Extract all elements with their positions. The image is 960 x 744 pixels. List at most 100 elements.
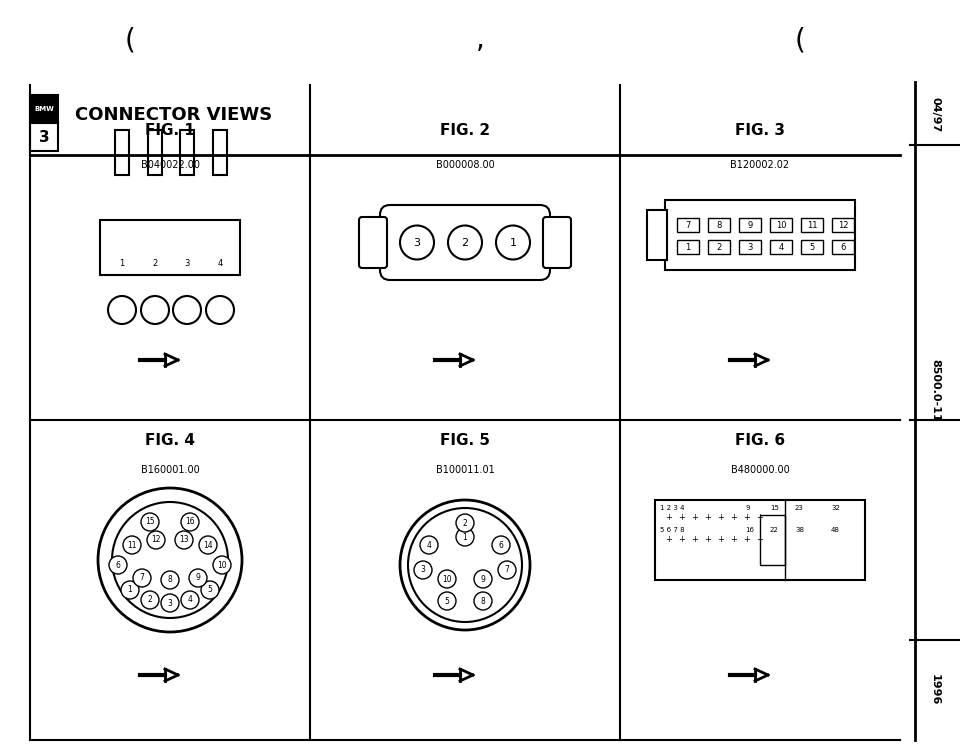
Text: +: + (717, 536, 725, 545)
Bar (30, 95, 58, 123)
Text: B120002.02: B120002.02 (731, 160, 789, 170)
Text: BMW: BMW (34, 106, 54, 112)
Bar (647, 210, 667, 260)
Text: 5: 5 (809, 243, 815, 251)
Text: 48: 48 (831, 527, 840, 533)
Text: 1: 1 (119, 258, 125, 268)
Circle shape (147, 531, 165, 549)
Text: 5: 5 (444, 597, 449, 606)
Bar (832, 240, 854, 254)
Bar (739, 240, 761, 254)
Bar (708, 240, 730, 254)
Circle shape (400, 500, 530, 630)
Text: 10: 10 (217, 560, 227, 569)
Text: 1: 1 (128, 586, 132, 594)
Text: +: + (744, 536, 751, 545)
Text: 9: 9 (196, 574, 201, 583)
Text: 9: 9 (748, 220, 753, 229)
Text: 5: 5 (207, 586, 212, 594)
Bar (770, 218, 792, 232)
Circle shape (123, 536, 141, 554)
Text: 1: 1 (463, 533, 468, 542)
Circle shape (181, 591, 199, 609)
Text: 10: 10 (776, 220, 786, 229)
Text: 23: 23 (795, 505, 804, 511)
Circle shape (438, 570, 456, 588)
Text: 4: 4 (426, 540, 431, 550)
Bar (665, 200, 855, 270)
Text: +: + (665, 536, 672, 545)
Bar (801, 240, 823, 254)
Text: B160001.00: B160001.00 (140, 465, 200, 475)
Bar (677, 218, 699, 232)
Text: +: + (679, 536, 685, 545)
Circle shape (492, 536, 510, 554)
Text: 3: 3 (414, 237, 420, 248)
Circle shape (189, 569, 207, 587)
Bar (760, 515, 785, 565)
Text: +: + (756, 536, 763, 545)
Text: B100011.01: B100011.01 (436, 465, 494, 475)
Text: FIG. 1: FIG. 1 (145, 123, 195, 138)
Text: 38: 38 (795, 527, 804, 533)
Circle shape (498, 561, 516, 579)
Circle shape (161, 594, 179, 612)
Text: 7: 7 (139, 574, 144, 583)
Text: 1996: 1996 (930, 674, 940, 706)
Text: 22: 22 (770, 527, 779, 533)
Text: 14: 14 (204, 540, 213, 550)
Circle shape (98, 488, 242, 632)
Circle shape (414, 561, 432, 579)
Text: 3: 3 (38, 129, 49, 144)
Circle shape (173, 296, 201, 324)
Text: 2: 2 (153, 258, 157, 268)
Text: 15: 15 (145, 518, 155, 527)
FancyBboxPatch shape (380, 205, 550, 280)
Bar (180, 130, 194, 175)
Circle shape (408, 508, 522, 622)
Text: 3: 3 (168, 598, 173, 608)
Bar (801, 218, 823, 232)
Circle shape (141, 591, 159, 609)
Circle shape (133, 569, 151, 587)
Bar (213, 130, 227, 175)
Text: 4: 4 (217, 258, 223, 268)
Text: +: + (731, 536, 737, 545)
Text: 12: 12 (152, 536, 160, 545)
Circle shape (206, 296, 234, 324)
Text: 8500.0-11: 8500.0-11 (930, 359, 940, 421)
Text: 1 2 3 4: 1 2 3 4 (660, 505, 684, 511)
Circle shape (420, 536, 438, 554)
Bar (655, 500, 865, 580)
Bar (739, 218, 761, 232)
Circle shape (141, 296, 169, 324)
Circle shape (109, 556, 127, 574)
Text: 3: 3 (747, 243, 753, 251)
Text: 2: 2 (148, 595, 153, 604)
Text: CONNECTOR VIEWS: CONNECTOR VIEWS (75, 106, 273, 124)
Text: 16: 16 (745, 527, 754, 533)
Bar (115, 130, 129, 175)
Text: 15: 15 (770, 505, 779, 511)
Bar (100, 220, 240, 275)
Circle shape (456, 514, 474, 532)
Text: 10: 10 (443, 574, 452, 583)
Circle shape (112, 502, 228, 618)
Circle shape (201, 581, 219, 599)
Text: 3: 3 (420, 565, 425, 574)
Text: 2: 2 (716, 243, 722, 251)
Bar (30, 123, 58, 151)
Circle shape (181, 513, 199, 531)
Circle shape (474, 570, 492, 588)
Text: B480000.00: B480000.00 (731, 465, 789, 475)
Text: 6: 6 (840, 243, 846, 251)
Text: (: ( (795, 26, 805, 54)
Circle shape (108, 296, 136, 324)
Text: 1: 1 (510, 237, 516, 248)
Text: 8: 8 (168, 576, 173, 585)
Text: 7: 7 (685, 220, 690, 229)
Text: +: + (705, 513, 711, 522)
Text: 6: 6 (498, 540, 503, 550)
Text: ,: , (475, 26, 485, 54)
Text: +: + (665, 513, 672, 522)
